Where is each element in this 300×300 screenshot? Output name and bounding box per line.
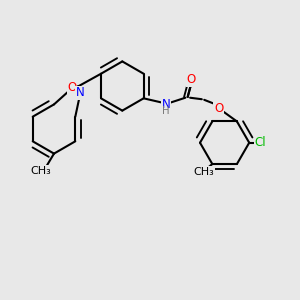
Text: CH₃: CH₃ bbox=[194, 167, 214, 176]
Text: N: N bbox=[162, 98, 170, 111]
Text: O: O bbox=[187, 73, 196, 86]
Text: H: H bbox=[162, 106, 170, 116]
Text: CH₃: CH₃ bbox=[30, 166, 51, 176]
Text: O: O bbox=[68, 81, 77, 94]
Text: N: N bbox=[76, 86, 85, 99]
Text: O: O bbox=[214, 102, 223, 115]
Text: Cl: Cl bbox=[255, 136, 266, 149]
